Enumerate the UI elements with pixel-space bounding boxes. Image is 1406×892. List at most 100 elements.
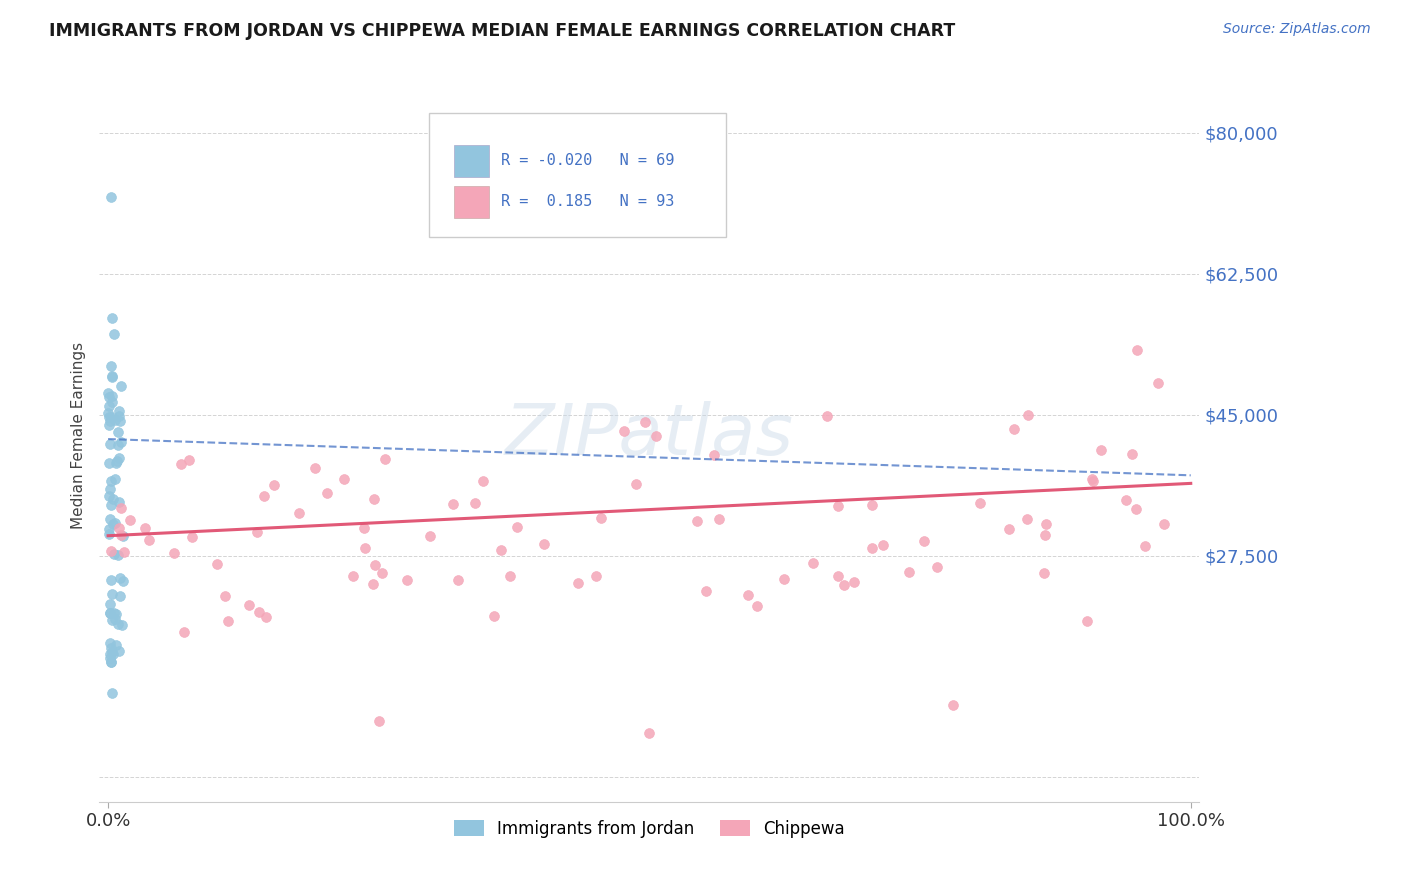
Point (110, 379, 132, 393)
Point (491, 543, 513, 558)
Point (1076, 614, 1098, 628)
Point (98, 390, 121, 404)
Point (110, 434, 132, 449)
Point (333, 472, 356, 486)
Point (107, 438, 129, 452)
Point (1017, 408, 1039, 422)
Point (98, 414, 121, 428)
Point (898, 565, 921, 579)
Point (374, 451, 396, 466)
Point (104, 638, 127, 652)
Point (1081, 472, 1104, 486)
Point (103, 547, 125, 561)
Point (246, 525, 269, 540)
Point (101, 491, 124, 506)
Point (1153, 516, 1175, 531)
Point (253, 489, 276, 503)
Point (98, 482, 121, 496)
Point (104, 607, 127, 622)
Point (108, 494, 131, 508)
Point (827, 569, 849, 583)
Point (925, 560, 948, 574)
Point (505, 520, 527, 534)
FancyBboxPatch shape (454, 186, 489, 218)
Point (100, 544, 122, 558)
Text: Source: ZipAtlas.com: Source: ZipAtlas.com (1223, 22, 1371, 37)
Point (1033, 527, 1056, 541)
Point (97, 386, 120, 401)
Point (827, 499, 849, 513)
Point (97, 456, 120, 470)
Point (98, 636, 121, 650)
Point (419, 529, 441, 543)
Point (103, 327, 125, 342)
Point (173, 625, 195, 640)
Point (447, 573, 470, 587)
Point (464, 496, 486, 510)
FancyBboxPatch shape (429, 112, 727, 237)
Point (872, 538, 894, 552)
Point (101, 395, 124, 409)
Point (747, 599, 769, 613)
Point (98, 597, 121, 611)
Point (997, 522, 1019, 536)
Point (104, 412, 127, 426)
Point (101, 370, 124, 384)
Point (138, 533, 160, 547)
Point (969, 496, 991, 510)
Point (288, 506, 311, 520)
Point (100, 359, 122, 373)
Point (354, 541, 377, 555)
Point (247, 605, 270, 619)
Point (101, 686, 124, 700)
Point (107, 425, 129, 439)
Point (585, 569, 607, 583)
Point (104, 456, 127, 470)
Point (181, 530, 204, 544)
Point (100, 389, 122, 403)
Point (217, 614, 239, 628)
Point (1125, 343, 1147, 358)
Point (98, 606, 121, 620)
Point (1090, 442, 1112, 457)
Point (484, 608, 506, 623)
Point (103, 606, 125, 620)
Point (110, 527, 132, 541)
Point (104, 472, 127, 486)
Point (112, 545, 135, 559)
Point (108, 450, 131, 465)
Point (104, 516, 127, 530)
Point (860, 498, 883, 512)
Point (97, 399, 120, 413)
Point (214, 589, 236, 603)
Text: IMMIGRANTS FROM JORDAN VS CHIPPEWA MEDIAN FEMALE EARNINGS CORRELATION CHART: IMMIGRANTS FROM JORDAN VS CHIPPEWA MEDIA… (49, 22, 956, 40)
Point (1115, 493, 1137, 508)
Point (1125, 501, 1147, 516)
Point (941, 698, 963, 712)
Point (100, 655, 122, 669)
Point (111, 574, 134, 588)
Point (709, 512, 731, 526)
Point (101, 645, 124, 659)
Point (108, 521, 131, 535)
Point (100, 656, 122, 670)
Text: ZIPatlas: ZIPatlas (505, 401, 794, 469)
Point (177, 453, 200, 467)
Point (100, 647, 122, 661)
Point (499, 569, 522, 583)
Point (100, 410, 122, 425)
Point (533, 537, 555, 551)
Point (737, 588, 759, 602)
Point (361, 577, 384, 591)
Point (100, 640, 122, 655)
Point (100, 474, 122, 488)
Point (170, 457, 193, 471)
Point (254, 610, 277, 624)
Point (238, 598, 260, 612)
Point (97, 523, 120, 537)
Point (633, 416, 655, 430)
Point (100, 498, 122, 512)
Point (108, 644, 131, 658)
Point (1081, 474, 1104, 488)
Point (100, 190, 122, 204)
